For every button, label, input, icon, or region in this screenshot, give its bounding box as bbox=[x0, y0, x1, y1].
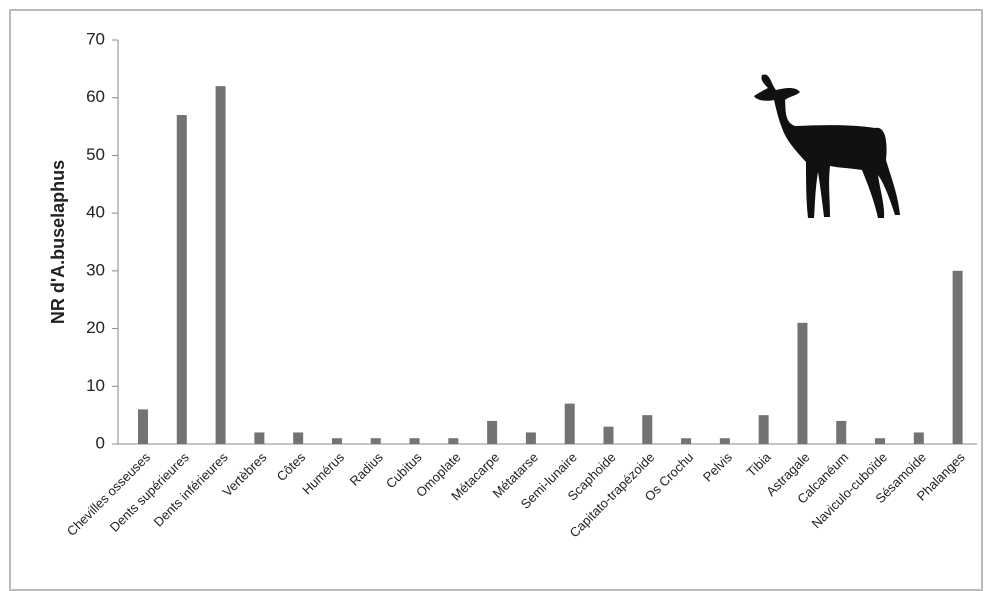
animal-silhouette bbox=[754, 74, 900, 218]
bar bbox=[487, 420, 498, 444]
bar bbox=[836, 420, 847, 444]
frame bbox=[9, 9, 983, 591]
bar bbox=[137, 409, 148, 444]
bar bbox=[409, 438, 420, 444]
bar bbox=[448, 438, 459, 444]
y-tick-label: 70 bbox=[86, 29, 105, 48]
bar bbox=[370, 438, 381, 444]
bar bbox=[331, 438, 342, 444]
bar bbox=[913, 432, 924, 444]
bar bbox=[642, 415, 653, 444]
bar bbox=[952, 270, 963, 444]
bar bbox=[176, 115, 187, 445]
y-tick-label: 10 bbox=[86, 376, 105, 395]
y-tick-label: 40 bbox=[86, 203, 105, 222]
bar bbox=[293, 432, 304, 444]
bar bbox=[215, 86, 226, 445]
y-tick-label: 50 bbox=[86, 145, 105, 164]
bar bbox=[603, 426, 614, 444]
bar bbox=[681, 438, 692, 444]
bar bbox=[564, 403, 575, 444]
bar bbox=[525, 432, 536, 444]
y-tick-label: 30 bbox=[86, 260, 105, 279]
y-tick-label: 60 bbox=[86, 87, 105, 106]
y-tick-label: 0 bbox=[96, 433, 105, 452]
bar bbox=[875, 438, 886, 444]
bar bbox=[758, 415, 769, 444]
y-tick-label: 20 bbox=[86, 318, 105, 337]
y-axis-label: NR d'A.buselaphus bbox=[48, 160, 68, 324]
bar bbox=[797, 322, 808, 444]
bar bbox=[719, 438, 730, 444]
bar bbox=[254, 432, 265, 444]
